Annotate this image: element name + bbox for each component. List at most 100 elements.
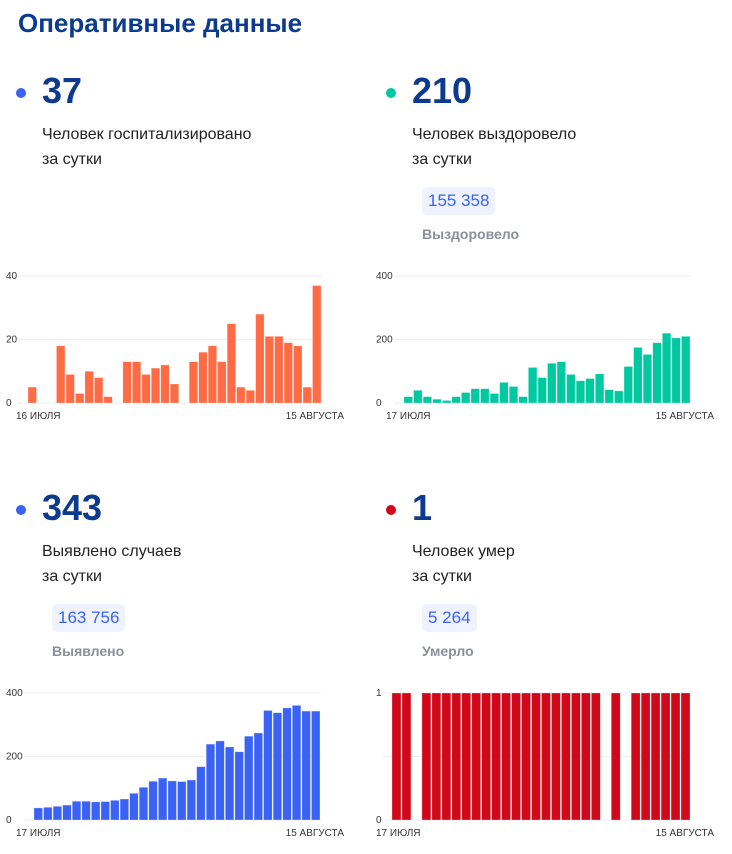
bar xyxy=(52,806,63,821)
bar xyxy=(421,692,432,821)
bar xyxy=(71,800,82,821)
desc-line1: Человек выздоровело xyxy=(412,126,577,143)
bar xyxy=(225,746,235,821)
bar xyxy=(226,323,236,404)
bar xyxy=(148,780,158,821)
bar xyxy=(119,798,129,821)
bar xyxy=(311,710,321,821)
x-start-label: 17 ИЮЛЯ xyxy=(16,828,61,839)
bar xyxy=(581,692,591,821)
bar xyxy=(451,396,461,404)
bar xyxy=(575,380,586,404)
bar xyxy=(312,285,322,404)
bar xyxy=(508,386,519,404)
bar xyxy=(283,342,293,404)
bar xyxy=(110,800,120,821)
bar xyxy=(470,388,480,404)
description: Человек выздоровело за сутки xyxy=(412,122,692,172)
bar xyxy=(167,780,177,821)
bar xyxy=(33,807,43,821)
y-tick-label: 0 xyxy=(6,815,12,826)
bar xyxy=(263,710,273,821)
bar xyxy=(441,400,452,404)
bar xyxy=(401,692,412,821)
daily-value: 343 xyxy=(42,487,103,528)
bar xyxy=(670,692,681,821)
bar xyxy=(547,363,557,404)
total-badge: 163 756 xyxy=(52,604,126,632)
bar xyxy=(177,781,187,821)
bar xyxy=(604,389,614,404)
bar xyxy=(413,390,423,404)
bar xyxy=(264,336,274,404)
bar xyxy=(571,692,581,821)
bar xyxy=(630,692,641,821)
bar xyxy=(528,367,538,404)
bar xyxy=(65,374,75,404)
hospitalized-chart: 0 20 40 16 ИЮЛЯ 15 АВГУСТА xyxy=(6,271,344,422)
bar xyxy=(198,351,208,404)
bullet-dot xyxy=(386,505,396,515)
bar xyxy=(282,707,292,821)
bar xyxy=(94,377,104,404)
daily-value: 210 xyxy=(412,70,473,111)
bar xyxy=(272,712,283,821)
bar xyxy=(499,382,509,404)
bar xyxy=(81,800,91,821)
total-label: Выздоровело xyxy=(422,226,520,242)
bar xyxy=(595,373,605,404)
description: Человек госпитализировано за сутки xyxy=(42,122,322,172)
bar xyxy=(642,354,653,404)
bar xyxy=(169,383,180,404)
desc-line1: Человек умер xyxy=(412,543,515,560)
bar xyxy=(196,766,206,821)
page-title: Оперативные данные xyxy=(18,8,303,38)
bar xyxy=(75,393,85,404)
total-label: Умерло xyxy=(422,643,474,659)
card-hospitalized: 37 Человек госпитализировано за сутки xyxy=(0,70,340,250)
bar xyxy=(441,692,452,821)
bar xyxy=(188,361,199,404)
bar xyxy=(640,692,651,821)
bar xyxy=(650,692,661,821)
bar xyxy=(62,804,72,821)
bar xyxy=(186,779,196,821)
y-tick-label: 400 xyxy=(376,271,393,282)
bar xyxy=(150,367,161,404)
bar xyxy=(610,692,621,821)
y-tick-label: 0 xyxy=(6,398,12,409)
desc-line2: за сутки xyxy=(42,568,102,585)
bar xyxy=(391,692,402,821)
bar xyxy=(481,692,491,821)
bar xyxy=(217,361,227,404)
bar xyxy=(623,366,633,404)
bar xyxy=(551,692,561,821)
bar xyxy=(480,388,490,404)
daily-value: 1 xyxy=(412,487,433,528)
bar xyxy=(491,692,501,821)
y-tick-label: 20 xyxy=(6,335,18,346)
bar xyxy=(255,313,265,404)
y-tick-label: 1 xyxy=(376,688,382,699)
bar xyxy=(422,396,433,404)
recovered-chart: 0 200 400 17 ИЮЛЯ 15 АВГУСТА xyxy=(376,271,714,422)
bar xyxy=(291,705,302,821)
bar xyxy=(56,345,66,404)
bar xyxy=(518,396,528,404)
bar xyxy=(403,396,413,404)
bar xyxy=(43,807,53,821)
card-deaths: 1 Человек умер за сутки 5 264 Умерло xyxy=(370,487,710,667)
desc-line1: Выявлено случаев xyxy=(42,543,182,560)
bar xyxy=(556,361,566,404)
deaths-chart: 0 1 17 ИЮЛЯ 15 АВГУСТА xyxy=(376,688,714,839)
bar xyxy=(302,386,312,404)
bar xyxy=(531,692,541,821)
bar xyxy=(27,386,37,404)
bar xyxy=(274,336,284,404)
bar xyxy=(511,692,521,821)
bar xyxy=(680,692,691,821)
bar xyxy=(537,377,547,404)
y-tick-label: 400 xyxy=(6,688,23,699)
card-recovered: 210 Человек выздоровело за сутки 155 358 … xyxy=(370,70,710,250)
